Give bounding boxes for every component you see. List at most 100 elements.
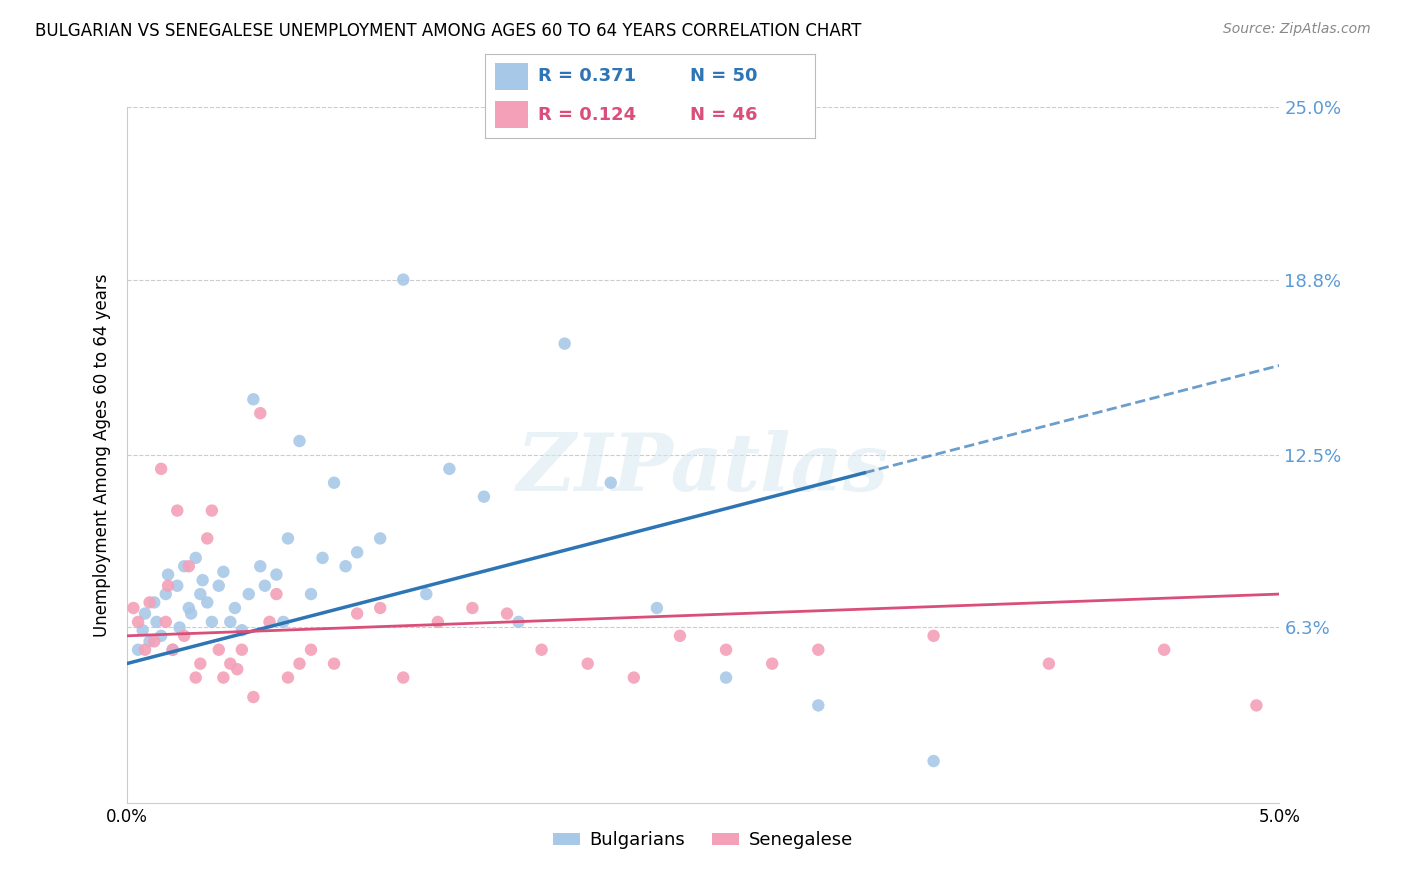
Point <box>323 657 346 671</box>
Point <box>273 615 295 629</box>
Point <box>623 671 645 685</box>
Point <box>122 601 145 615</box>
Point <box>242 690 264 704</box>
Point <box>288 657 311 671</box>
Point <box>224 601 246 615</box>
Point <box>530 642 553 657</box>
Point <box>195 595 218 609</box>
Point <box>714 671 737 685</box>
Point <box>201 503 224 517</box>
Point <box>299 587 322 601</box>
Text: N = 46: N = 46 <box>690 105 758 123</box>
Point <box>173 559 195 574</box>
Point <box>127 615 149 629</box>
Point <box>554 336 576 351</box>
Text: Source: ZipAtlas.com: Source: ZipAtlas.com <box>1223 22 1371 37</box>
Point <box>346 545 368 559</box>
Point <box>426 615 449 629</box>
Point <box>188 657 211 671</box>
Point <box>392 671 415 685</box>
Point <box>249 559 271 574</box>
Point <box>368 601 391 615</box>
Point <box>1246 698 1268 713</box>
Text: R = 0.124: R = 0.124 <box>538 105 636 123</box>
Point <box>162 642 184 657</box>
Legend: Bulgarians, Senegalese: Bulgarians, Senegalese <box>546 824 860 856</box>
Point <box>143 595 166 609</box>
Point <box>259 615 281 629</box>
Point <box>150 629 173 643</box>
Point <box>212 565 235 579</box>
Point <box>807 698 830 713</box>
Point <box>157 567 180 582</box>
Point <box>134 607 156 621</box>
Point <box>368 532 391 546</box>
Point <box>173 629 195 643</box>
Point <box>219 657 242 671</box>
Point <box>323 475 346 490</box>
Point <box>127 642 149 657</box>
Point <box>807 642 830 657</box>
Y-axis label: Unemployment Among Ages 60 to 64 years: Unemployment Among Ages 60 to 64 years <box>93 273 111 637</box>
Point <box>177 559 200 574</box>
FancyBboxPatch shape <box>495 62 529 90</box>
Point <box>184 671 207 685</box>
Text: N = 50: N = 50 <box>690 68 758 86</box>
Point <box>143 634 166 648</box>
Point <box>131 624 153 638</box>
Point <box>922 754 945 768</box>
Point <box>231 642 253 657</box>
Point <box>249 406 271 420</box>
Point <box>714 642 737 657</box>
Point <box>439 462 461 476</box>
Point <box>138 595 160 609</box>
Point <box>184 550 207 565</box>
Point <box>226 662 249 676</box>
Point <box>138 634 160 648</box>
Point <box>1038 657 1060 671</box>
Point <box>180 607 202 621</box>
Point <box>162 642 184 657</box>
Point <box>472 490 495 504</box>
FancyBboxPatch shape <box>495 101 529 128</box>
Point <box>599 475 621 490</box>
Text: ZIPatlas: ZIPatlas <box>517 430 889 508</box>
Point <box>169 620 191 634</box>
Point <box>231 624 253 638</box>
Point <box>392 272 415 286</box>
Text: BULGARIAN VS SENEGALESE UNEMPLOYMENT AMONG AGES 60 TO 64 YEARS CORRELATION CHART: BULGARIAN VS SENEGALESE UNEMPLOYMENT AMO… <box>35 22 862 40</box>
Point <box>166 579 188 593</box>
Point <box>177 601 200 615</box>
Point <box>266 587 288 601</box>
Point <box>157 579 180 593</box>
Point <box>299 642 322 657</box>
Point <box>277 671 299 685</box>
Point <box>195 532 218 546</box>
Point <box>238 587 260 601</box>
Point <box>253 579 276 593</box>
Point <box>242 392 264 407</box>
Point <box>461 601 484 615</box>
Point <box>155 615 177 629</box>
Point <box>212 671 235 685</box>
Point <box>496 607 519 621</box>
Point <box>288 434 311 448</box>
Text: R = 0.371: R = 0.371 <box>538 68 636 86</box>
Point <box>335 559 357 574</box>
Point <box>145 615 167 629</box>
Point <box>188 587 211 601</box>
Point <box>208 642 231 657</box>
Point <box>645 601 668 615</box>
Point <box>761 657 783 671</box>
Point <box>166 503 188 517</box>
Point <box>201 615 224 629</box>
Point <box>346 607 368 621</box>
Point <box>155 587 177 601</box>
Point <box>415 587 437 601</box>
Point <box>311 550 333 565</box>
Point <box>922 629 945 643</box>
Point <box>508 615 530 629</box>
Point <box>219 615 242 629</box>
Point <box>150 462 173 476</box>
Point <box>277 532 299 546</box>
